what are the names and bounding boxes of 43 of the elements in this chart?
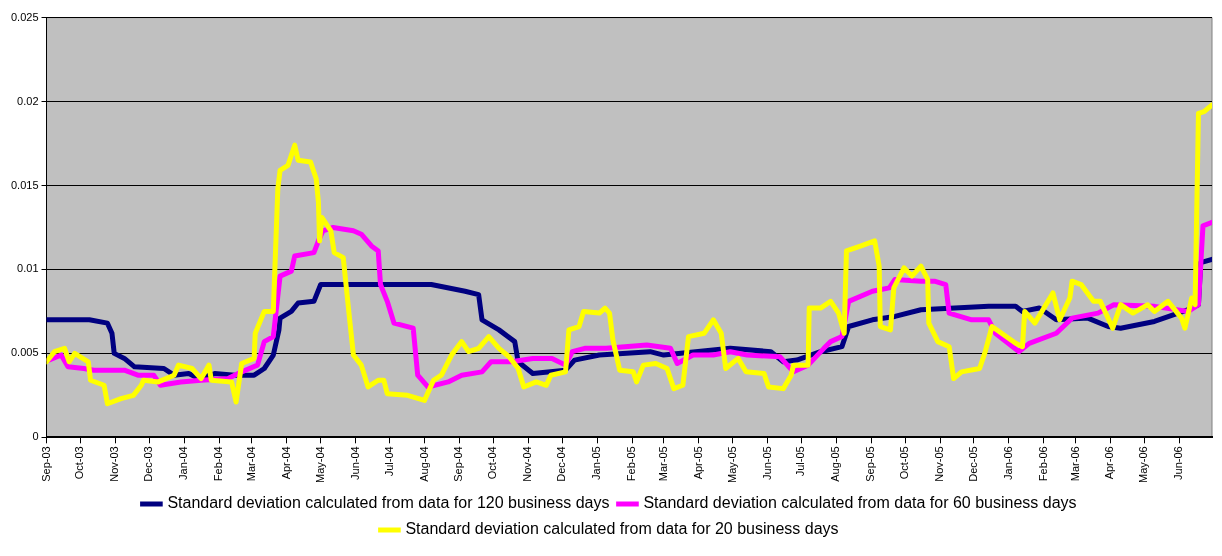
y-tick-label: 0: [32, 430, 39, 443]
x-tick-label: Dec-03: [142, 446, 155, 482]
x-tick-label: Nov-04: [521, 446, 534, 482]
x-tick-label: Sep-03: [39, 446, 52, 482]
legend-label: Standard deviation calculated from data for 20 business days: [405, 520, 839, 538]
x-tick-label: May-04: [313, 446, 326, 484]
x-tick-label: Mar-04: [244, 446, 257, 482]
x-tick-label: Oct-03: [73, 446, 86, 480]
x-tick-label: May-06: [1137, 446, 1150, 484]
y-tick-label: 0.015: [11, 178, 39, 191]
x-tick-label: Jun-06: [1172, 446, 1185, 480]
y-tick-label: 0.02: [17, 94, 39, 107]
x-tick-label: Nov-05: [933, 446, 946, 482]
x-tick-label: Sep-04: [452, 446, 465, 482]
x-tick-label: Jun-04: [348, 446, 361, 480]
y-tick-label: 0.025: [11, 10, 39, 23]
x-tick-label: Dec-05: [966, 446, 979, 482]
x-tick-label: Feb-05: [625, 446, 638, 482]
y-tick-label: 0.005: [11, 346, 39, 359]
x-tick-label: Mar-05: [656, 446, 669, 482]
legend-label: Standard deviation calculated from data for 60 business days: [643, 494, 1077, 512]
x-tick-label: Oct-04: [486, 446, 499, 480]
y-tick-label: 0.01: [17, 262, 39, 275]
legend-label: Standard deviation calculated from data for 120 business days: [167, 494, 610, 512]
x-tick-label: Apr-04: [279, 446, 292, 480]
x-tick-label: Nov-03: [108, 446, 121, 482]
x-tick-label: May-05: [725, 446, 738, 484]
x-tick-label: Oct-05: [898, 446, 911, 480]
x-tick-label: Jun-05: [760, 446, 773, 480]
x-tick-label: Jan-04: [177, 446, 190, 480]
x-tick-label: Jul-04: [382, 446, 395, 477]
x-tick-label: Jan-05: [590, 446, 603, 480]
x-tick-label: Mar-06: [1068, 446, 1081, 482]
x-tick-label: Apr-06: [1103, 446, 1116, 480]
x-tick-label: Feb-04: [212, 446, 225, 482]
x-tick-label: Feb-06: [1036, 446, 1049, 482]
x-tick-label: Apr-05: [691, 446, 704, 480]
x-tick-label: Sep-05: [864, 446, 877, 482]
x-tick-label: Aug-05: [829, 446, 842, 482]
x-tick-label: Dec-04: [555, 446, 568, 482]
x-tick-label: Aug-04: [417, 446, 430, 482]
x-tick-label: Jan-06: [1001, 446, 1014, 480]
x-tick-label: Jul-05: [794, 446, 807, 477]
